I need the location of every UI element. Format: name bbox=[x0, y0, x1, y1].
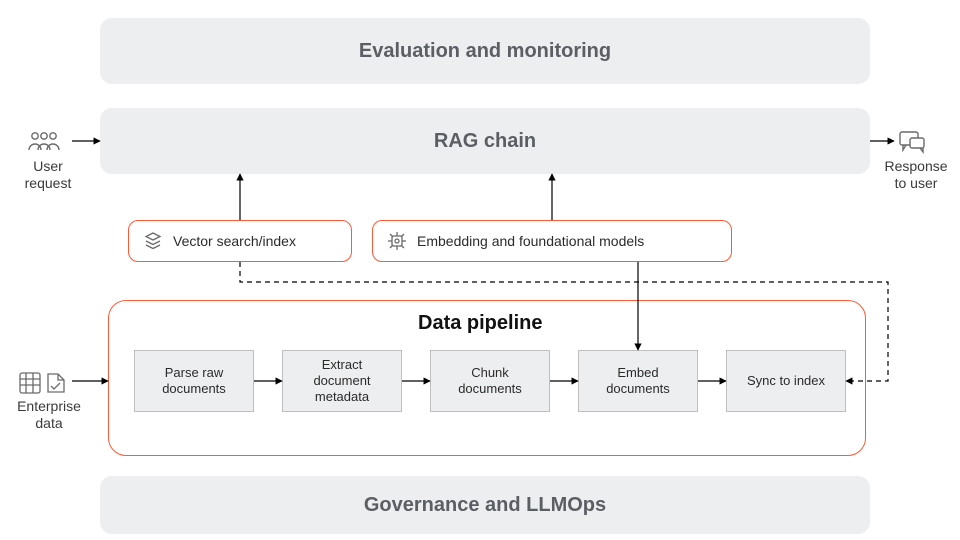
chip-icon bbox=[387, 231, 407, 251]
band-eval: Evaluation and monitoring bbox=[100, 18, 870, 84]
step-embed: Embeddocuments bbox=[578, 350, 698, 412]
response-line2: to user bbox=[895, 175, 938, 191]
step-extract-label: Extractdocumentmetadata bbox=[313, 357, 370, 406]
pill-vector-label: Vector search/index bbox=[173, 233, 296, 249]
step-extract: Extractdocumentmetadata bbox=[282, 350, 402, 412]
band-gov: Governance and LLMOps bbox=[100, 476, 870, 534]
step-parse: Parse rawdocuments bbox=[134, 350, 254, 412]
pill-vector-search: Vector search/index bbox=[128, 220, 352, 262]
step-parse-label: Parse rawdocuments bbox=[162, 365, 226, 398]
step-chunk-label: Chunkdocuments bbox=[458, 365, 522, 398]
step-chunk: Chunkdocuments bbox=[430, 350, 550, 412]
layers-icon bbox=[143, 231, 163, 251]
user-request-line1: User bbox=[33, 158, 63, 174]
step-embed-label: Embeddocuments bbox=[606, 365, 670, 398]
chat-icon bbox=[898, 130, 926, 159]
diagram-stage: Evaluation and monitoring RAG chain Gove… bbox=[0, 0, 960, 540]
band-gov-title: Governance and LLMOps bbox=[364, 494, 606, 517]
pill-embed-label: Embedding and foundational models bbox=[417, 233, 644, 249]
response-label: Response to user bbox=[876, 158, 956, 192]
user-request-label: User request bbox=[16, 158, 80, 192]
step-sync-label: Sync to index bbox=[747, 373, 825, 389]
enterprise-line2: data bbox=[35, 415, 62, 431]
users-icon bbox=[26, 130, 62, 159]
band-eval-title: Evaluation and monitoring bbox=[359, 40, 611, 63]
band-rag-title: RAG chain bbox=[434, 130, 536, 153]
step-sync: Sync to index bbox=[726, 350, 846, 412]
band-rag: RAG chain bbox=[100, 108, 870, 174]
enterprise-line1: Enterprise bbox=[17, 398, 81, 414]
user-request-line2: request bbox=[25, 175, 72, 191]
response-line1: Response bbox=[884, 158, 947, 174]
pill-embedding-models: Embedding and foundational models bbox=[372, 220, 732, 262]
data-icon bbox=[18, 370, 68, 401]
pipeline-title: Data pipeline bbox=[418, 312, 542, 335]
enterprise-label: Enterprise data bbox=[10, 398, 88, 432]
